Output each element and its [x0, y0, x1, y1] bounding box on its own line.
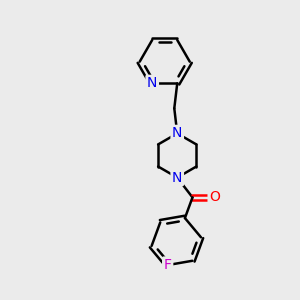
Text: F: F — [164, 258, 172, 272]
Text: O: O — [209, 190, 220, 204]
Text: N: N — [147, 76, 158, 90]
Text: N: N — [172, 171, 182, 184]
Text: N: N — [172, 126, 182, 140]
